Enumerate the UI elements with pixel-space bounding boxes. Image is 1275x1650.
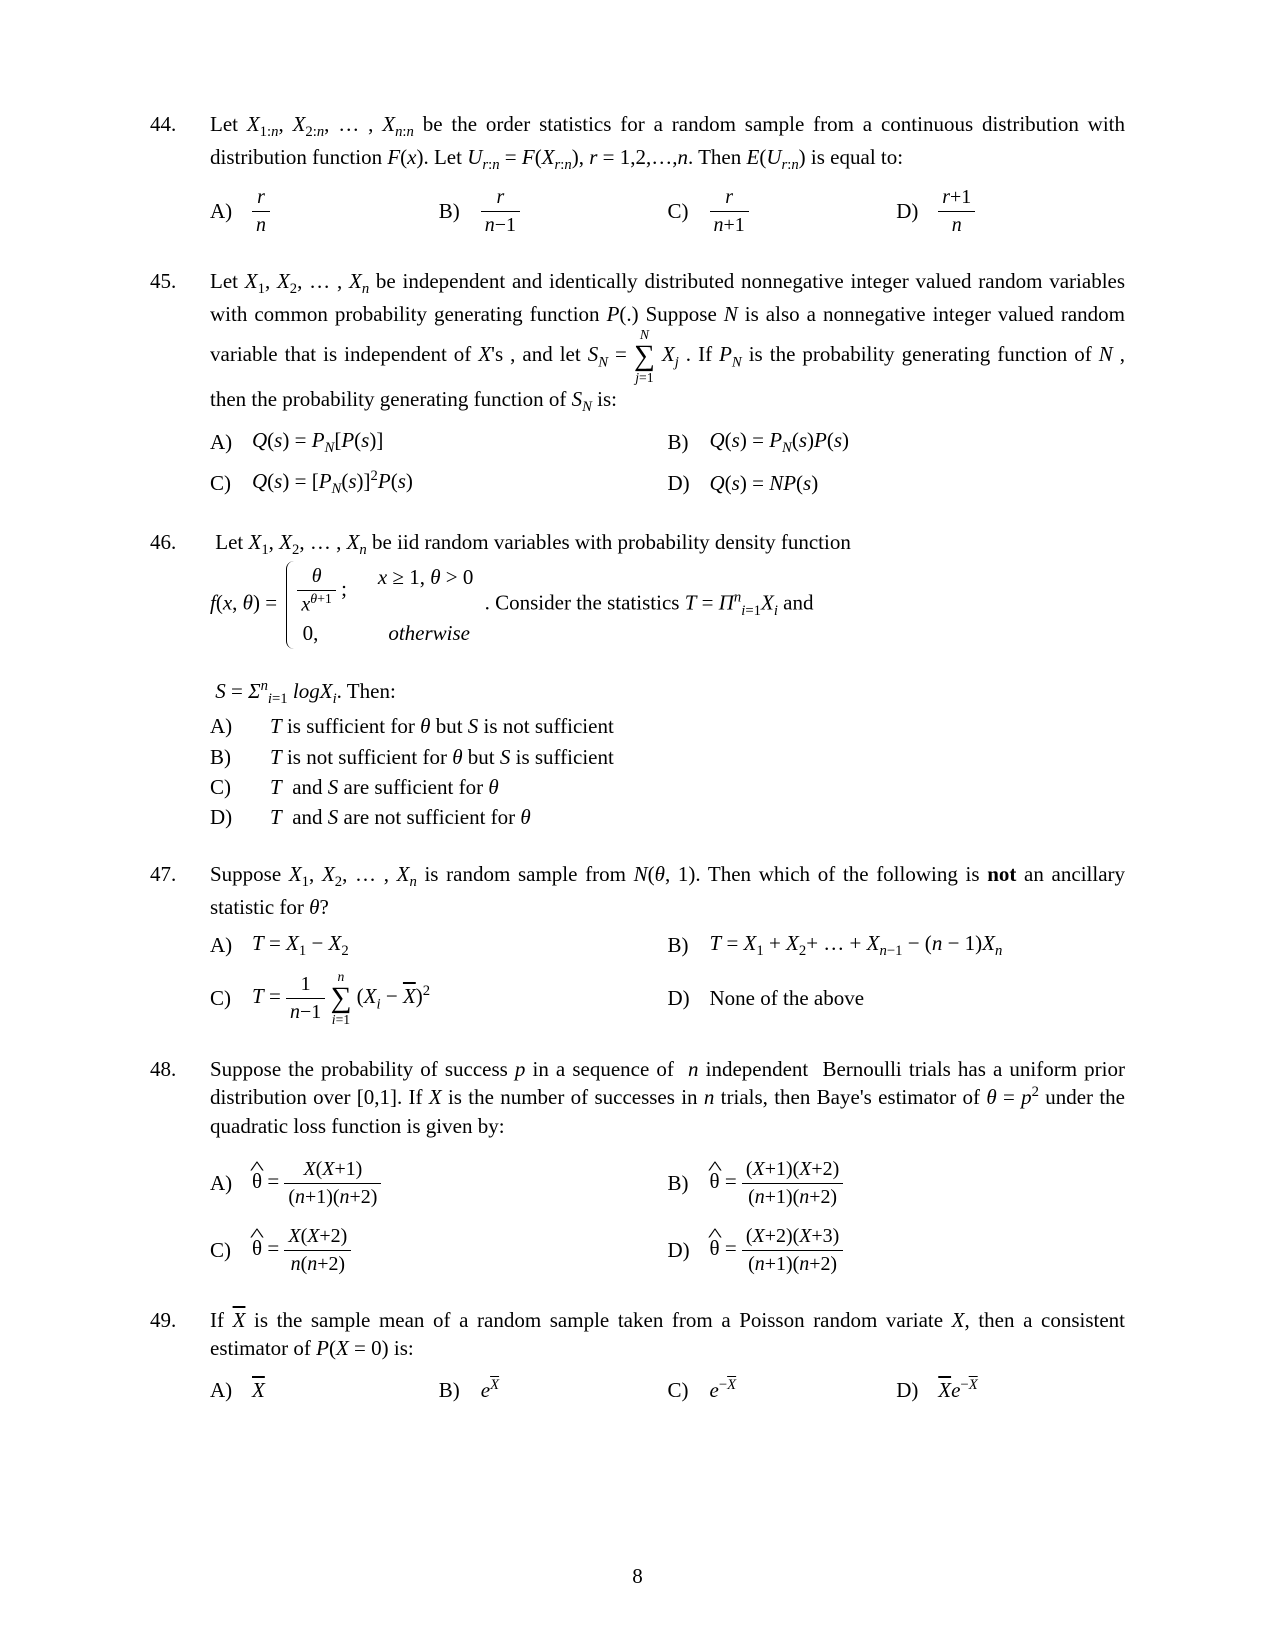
- q47-a-expr: T = X1 − X2: [252, 929, 349, 962]
- q45-c-expr: Q(s) = [PN(s)]2P(s): [252, 467, 413, 500]
- question-47: 47. Suppose X1, X2, … , Xn is random sam…: [150, 860, 1125, 1027]
- q45-d-expr: Q(s) = NP(s): [710, 469, 819, 497]
- q44-d-frac: r+1n: [938, 184, 975, 239]
- q49-stem: If X is the sample mean of a random samp…: [210, 1306, 1125, 1363]
- q45-opt-c: C) Q(s) = [PN(s)]2P(s): [210, 467, 668, 500]
- q44-opt-d: D) r+1n: [896, 184, 1125, 239]
- q47-stem: Suppose X1, X2, … , Xn is random sample …: [210, 860, 1125, 921]
- q48-options-2: C) θ = X(X+2)n(n+2) D) θ = (X+2)(X+3)(n+…: [210, 1223, 1125, 1278]
- page-number: 8: [0, 1562, 1275, 1590]
- q45-stem: Let X1, X2, … , Xn be independent and id…: [210, 267, 1125, 418]
- q45-opt-d: D) Q(s) = NP(s): [668, 467, 1126, 500]
- q47-options-1: A) T = X1 − X2 B) T = X1 + X2+ … + Xn−1 …: [210, 929, 1125, 962]
- q49-opt-b: B) eX: [439, 1376, 668, 1404]
- q46-b-text: T is not sufficient for θ but S is suffi…: [270, 743, 614, 771]
- q47-opt-d: D) None of the above: [668, 970, 1126, 1027]
- q48-opt-d: D) θ = (X+2)(X+3)(n+1)(n+2): [668, 1223, 1126, 1278]
- q45-b-expr: Q(s) = PN(s)P(s): [710, 426, 850, 459]
- question-45: 45. Let X1, X2, … , Xn be independent an…: [150, 267, 1125, 500]
- q45-options-2: C) Q(s) = [PN(s)]2P(s) D) Q(s) = NP(s): [210, 467, 1125, 500]
- q48-options-1: A) θ = X(X+1)(n+1)(n+2) B) θ = (X+1)(X+2…: [210, 1156, 1125, 1211]
- q44-a-frac: rn: [252, 184, 270, 239]
- q46-opt-b: B)T is not sufficient for θ but S is suf…: [210, 743, 1125, 771]
- q44-opt-b: B) rn−1: [439, 184, 668, 239]
- q46-body: Let X1, X2, … , Xn be iid random variabl…: [210, 528, 1125, 832]
- q48-opt-b: B) θ = (X+1)(X+2)(n+1)(n+2): [668, 1156, 1126, 1211]
- q47-body: Suppose X1, X2, … , Xn is random sample …: [210, 860, 1125, 1027]
- q44-opt-a: A) rn: [210, 184, 439, 239]
- q46-stem: Let X1, X2, … , Xn be iid random variabl…: [210, 528, 1125, 710]
- q47-d-text: None of the above: [710, 984, 865, 1012]
- q49-b-expr: eX: [481, 1376, 499, 1404]
- q48-opt-a: A) θ = X(X+1)(n+1)(n+2): [210, 1156, 668, 1211]
- question-44: 44. Let X1:n, X2:n, … , Xn:n be the orde…: [150, 110, 1125, 239]
- q49-d-expr: Xe−X: [938, 1376, 977, 1404]
- q45-options-1: A) Q(s) = PN[P(s)] B) Q(s) = PN(s)P(s): [210, 426, 1125, 459]
- q44-opt-c: C) rn+1: [668, 184, 897, 239]
- q46-opt-d: D)T and S are not sufficient for θ: [210, 803, 1125, 831]
- q49-opt-a: A) X: [210, 1376, 439, 1404]
- q48-d-expr: θ = (X+2)(X+3)(n+1)(n+2): [710, 1223, 844, 1278]
- q48-number: 48.: [150, 1055, 210, 1278]
- q49-number: 49.: [150, 1306, 210, 1405]
- q46-a-text: T is sufficient for θ but S is not suffi…: [270, 712, 614, 740]
- q48-opt-c: C) θ = X(X+2)n(n+2): [210, 1223, 668, 1278]
- q45-opt-b: B) Q(s) = PN(s)P(s): [668, 426, 1126, 459]
- q49-opt-d: D) Xe−X: [896, 1376, 1125, 1404]
- q46-options: A)T is sufficient for θ but S is not suf…: [210, 712, 1125, 831]
- q48-c-expr: θ = X(X+2)n(n+2): [252, 1223, 351, 1278]
- q48-body: Suppose the probability of success p in …: [210, 1055, 1125, 1278]
- q44-b-frac: rn−1: [481, 184, 520, 239]
- q49-options: A) X B) eX C) e−X D) Xe−X: [210, 1376, 1125, 1404]
- q45-opt-a: A) Q(s) = PN[P(s)]: [210, 426, 668, 459]
- q44-c-frac: rn+1: [710, 184, 749, 239]
- piecewise-brace: θxθ+1 ; x ≥ 1, θ > 0 0, otherwise: [286, 561, 479, 649]
- q44-number: 44.: [150, 110, 210, 239]
- q46-opt-c: C)T and S are sufficient for θ: [210, 773, 1125, 801]
- q46-opt-a: A)T is sufficient for θ but S is not suf…: [210, 712, 1125, 740]
- q48-stem: Suppose the probability of success p in …: [210, 1055, 1125, 1140]
- q49-opt-c: C) e−X: [668, 1376, 897, 1404]
- q49-c-expr: e−X: [710, 1376, 737, 1404]
- q47-options-2: C) T = 1n−1 n∑i=1 (Xi − X)2 D) None of t…: [210, 970, 1125, 1027]
- q47-c-expr: T = 1n−1 n∑i=1 (Xi − X)2: [252, 970, 430, 1027]
- q47-b-expr: T = X1 + X2+ … + Xn−1 − (n − 1)Xn: [710, 929, 1003, 962]
- q44-body: Let X1:n, X2:n, … , Xn:n be the order st…: [210, 110, 1125, 239]
- q46-number: 46.: [150, 528, 210, 832]
- q47-opt-b: B) T = X1 + X2+ … + Xn−1 − (n − 1)Xn: [668, 929, 1126, 962]
- sum-icon: N∑j=1: [634, 328, 655, 385]
- q48-a-expr: θ = X(X+1)(n+1)(n+2): [252, 1156, 381, 1211]
- q45-body: Let X1, X2, … , Xn be independent and id…: [210, 267, 1125, 500]
- q46-d-text: T and S are not sufficient for θ: [270, 803, 531, 831]
- q44-stem: Let X1:n, X2:n, … , Xn:n be the order st…: [210, 110, 1125, 176]
- q47-opt-c: C) T = 1n−1 n∑i=1 (Xi − X)2: [210, 970, 668, 1027]
- q45-number: 45.: [150, 267, 210, 500]
- question-49: 49. If X is the sample mean of a random …: [150, 1306, 1125, 1405]
- q49-a-expr: X: [252, 1376, 265, 1404]
- sum-icon: n∑i=1: [330, 970, 351, 1027]
- question-48: 48. Suppose the probability of success p…: [150, 1055, 1125, 1278]
- q45-a-expr: Q(s) = PN[P(s)]: [252, 426, 383, 459]
- q47-number: 47.: [150, 860, 210, 1027]
- q47-opt-a: A) T = X1 − X2: [210, 929, 668, 962]
- q49-body: If X is the sample mean of a random samp…: [210, 1306, 1125, 1405]
- question-46: 46. Let X1, X2, … , Xn be iid random var…: [150, 528, 1125, 832]
- q48-b-expr: θ = (X+1)(X+2)(n+1)(n+2): [710, 1156, 844, 1211]
- q46-c-text: T and S are sufficient for θ: [270, 773, 499, 801]
- q44-options: A) rn B) rn−1 C) rn+1 D) r+1n: [210, 184, 1125, 239]
